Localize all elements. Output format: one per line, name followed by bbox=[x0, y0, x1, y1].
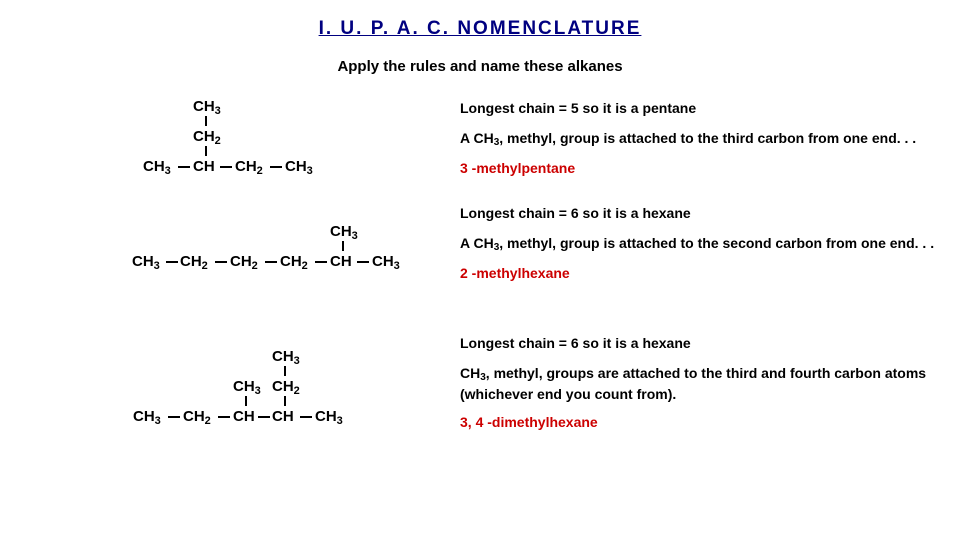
atom-label: CH2 bbox=[230, 254, 258, 272]
vertical-bond bbox=[284, 396, 286, 406]
chemical-structure: CH3 CH3 CH2 CH2 CH2 CH CH3 bbox=[0, 224, 460, 279]
problem-row: CH3 CH2 CH3 CH CH2 CH3 Longest chain = 5 so i… bbox=[0, 99, 960, 194]
atom-label: CH3 bbox=[372, 254, 400, 272]
atom-label: CH3 bbox=[233, 379, 261, 397]
horizontal-bond bbox=[168, 416, 180, 418]
horizontal-bond bbox=[215, 261, 227, 263]
page-title: I. U. P. A. C. NOMENCLATURE bbox=[0, 18, 960, 40]
atom-label: CH3 bbox=[285, 159, 313, 177]
description-line: A CH3, methyl, group is attached to the … bbox=[460, 234, 940, 255]
atom-label: CH3 bbox=[193, 99, 221, 117]
horizontal-bond bbox=[218, 416, 230, 418]
problem-row: CH3 CH3 CH2 CH3 CH2 CH CH CH3 Longest chain = 6… bbox=[0, 334, 960, 464]
chemical-structure: CH3 CH3 CH2 CH3 CH2 CH CH CH3 bbox=[0, 349, 460, 429]
answer-line: 2 -methylhexane bbox=[460, 265, 940, 281]
vertical-bond bbox=[245, 396, 247, 406]
atom-label: CH3 bbox=[132, 254, 160, 272]
horizontal-bond bbox=[300, 416, 312, 418]
atom-label: CH3 bbox=[133, 409, 161, 427]
horizontal-bond bbox=[270, 166, 282, 168]
problem-row: CH3 CH3 CH2 CH2 CH2 CH CH3 Longest chain = 6 s… bbox=[0, 204, 960, 324]
chemical-structure: CH3 CH2 CH3 CH CH2 CH3 bbox=[0, 99, 460, 179]
horizontal-bond bbox=[258, 416, 270, 418]
atom-label: CH2 bbox=[272, 379, 300, 397]
atom-label: CH bbox=[330, 254, 352, 269]
vertical-bond bbox=[205, 116, 207, 126]
atom-label: CH bbox=[233, 409, 255, 424]
horizontal-bond bbox=[265, 261, 277, 263]
description-line: A CH3, methyl, group is attached to the … bbox=[460, 129, 940, 150]
atom-label: CH bbox=[193, 159, 215, 174]
vertical-bond bbox=[205, 146, 207, 156]
atom-label: CH3 bbox=[330, 224, 358, 242]
answer-line: 3 -methylpentane bbox=[460, 160, 940, 176]
horizontal-bond bbox=[315, 261, 327, 263]
vertical-bond bbox=[342, 241, 344, 251]
atom-label: CH3 bbox=[272, 349, 300, 367]
atom-label: CH2 bbox=[183, 409, 211, 427]
atom-label: CH2 bbox=[235, 159, 263, 177]
page-subtitle: Apply the rules and name these alkanes bbox=[0, 58, 960, 75]
horizontal-bond bbox=[220, 166, 232, 168]
horizontal-bond bbox=[178, 166, 190, 168]
description-line: Longest chain = 5 so it is a pentane bbox=[460, 99, 940, 119]
horizontal-bond bbox=[166, 261, 178, 263]
vertical-bond bbox=[284, 366, 286, 376]
atom-label: CH3 bbox=[315, 409, 343, 427]
answer-line: 3, 4 -dimethylhexane bbox=[460, 414, 940, 430]
atom-label: CH2 bbox=[180, 254, 208, 272]
description-line: CH3, methyl, groups are attached to the … bbox=[460, 364, 940, 405]
horizontal-bond bbox=[357, 261, 369, 263]
content-area: CH3 CH2 CH3 CH CH2 CH3 Longest chain = 5 so i… bbox=[0, 99, 960, 464]
atom-label: CH bbox=[272, 409, 294, 424]
atom-label: CH2 bbox=[280, 254, 308, 272]
atom-label: CH3 bbox=[143, 159, 171, 177]
atom-label: CH2 bbox=[193, 129, 221, 147]
description-line: Longest chain = 6 so it is a hexane bbox=[460, 334, 940, 354]
description-line: Longest chain = 6 so it is a hexane bbox=[460, 204, 940, 224]
